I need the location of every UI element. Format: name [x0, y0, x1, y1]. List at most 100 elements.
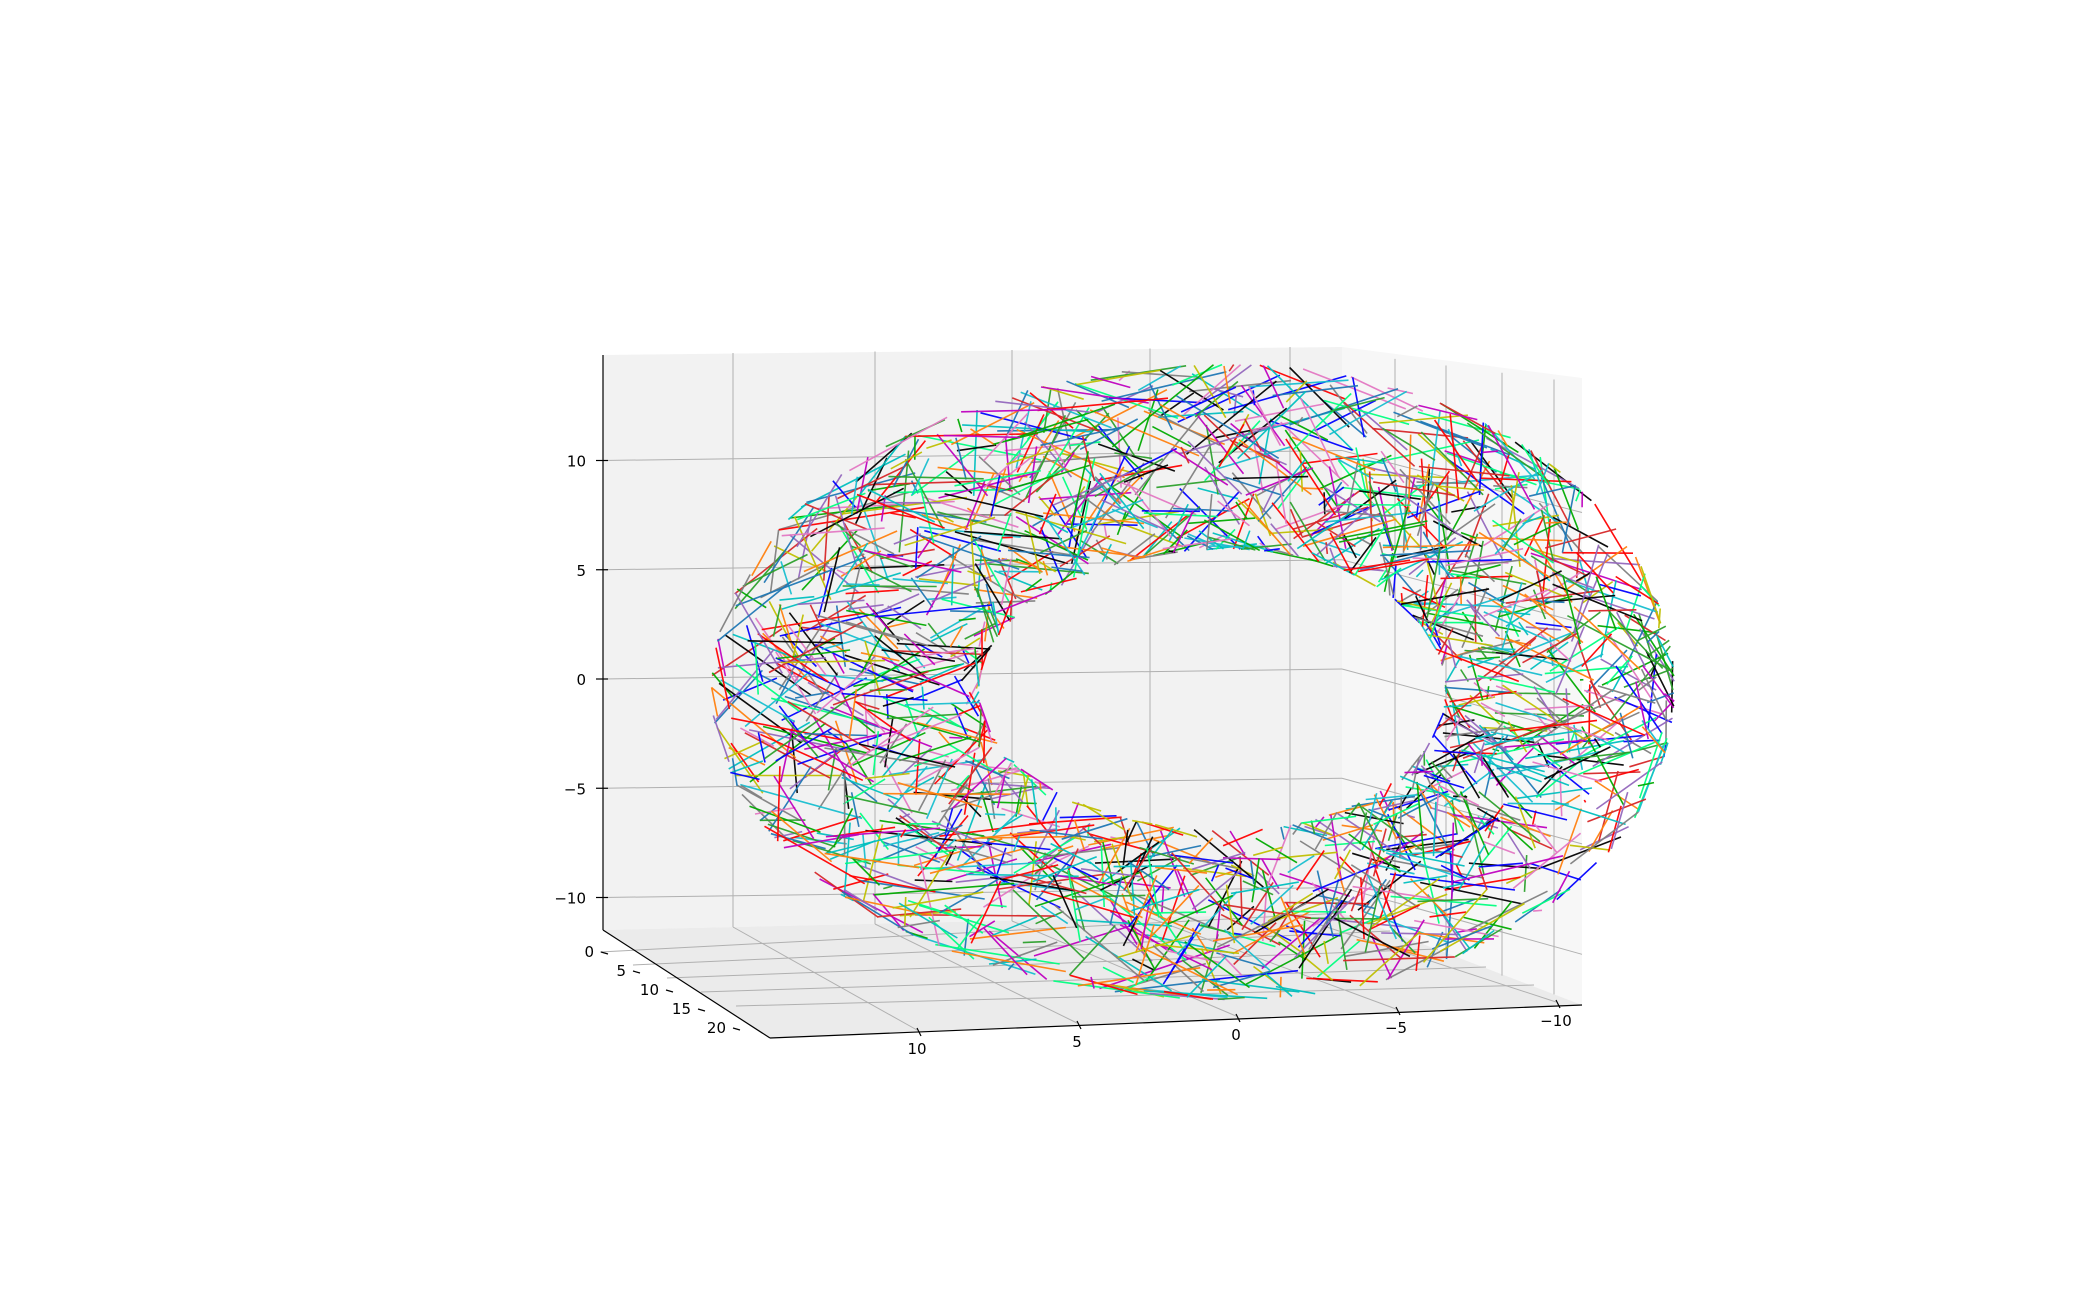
mesh-edge: [1153, 911, 1207, 914]
mesh-edge: [792, 614, 804, 659]
mesh-edge: [921, 513, 969, 530]
mesh-edge: [1029, 829, 1103, 840]
mesh-edge: [1333, 849, 1352, 880]
mesh-edge: [958, 617, 976, 622]
mesh-edge: [892, 891, 984, 909]
mesh-edge: [1468, 581, 1505, 604]
mesh-edge: [899, 814, 953, 855]
mesh-edge: [974, 563, 1010, 621]
mesh-edge: [873, 824, 963, 864]
mesh-edge: [957, 914, 984, 949]
mesh-edge: [1070, 451, 1089, 529]
mesh-edge: [1394, 598, 1421, 624]
mesh-edge: [1507, 802, 1569, 805]
mesh-edge: [1259, 364, 1346, 400]
mesh-edge: [1140, 844, 1202, 860]
mesh-edge: [1640, 668, 1667, 721]
mesh-edge: [710, 687, 719, 717]
mesh-edge: [1440, 864, 1470, 881]
mesh-edge: [1387, 572, 1391, 596]
mesh-edge: [1302, 821, 1333, 836]
mesh-edge: [1512, 832, 1582, 890]
mesh-edge: [971, 840, 1051, 851]
mesh-edge: [1581, 633, 1613, 668]
mesh-edge: [825, 827, 941, 838]
mesh-edge: [1046, 519, 1086, 576]
x-tick-label: 5: [1072, 1033, 1082, 1051]
mesh-edge: [1357, 802, 1385, 853]
mesh-edge: [904, 458, 944, 529]
mesh-edge: [958, 704, 981, 715]
mesh-edge: [934, 808, 963, 858]
mesh-edge: [903, 633, 936, 666]
mesh-edge: [1102, 842, 1114, 885]
mesh-edge: [1289, 366, 1350, 428]
mesh-edge: [1330, 814, 1343, 884]
mesh-edge: [1017, 774, 1030, 815]
gridline-back-horizontal: [602, 450, 1343, 461]
mesh-edge: [1075, 369, 1162, 386]
mesh-edge: [1324, 527, 1380, 565]
mesh-edge: [1035, 854, 1075, 901]
mesh-edge: [959, 783, 968, 795]
mesh-edge: [957, 418, 963, 433]
mesh-edge: [1346, 802, 1360, 820]
mesh-edge: [1343, 559, 1411, 572]
mesh-edge: [783, 833, 859, 849]
mesh-edge: [1635, 681, 1649, 740]
mesh-edge: [1439, 902, 1525, 953]
mesh-edge: [1325, 542, 1329, 554]
mesh-edge: [1315, 894, 1376, 910]
z-tick-label: 10: [567, 453, 586, 471]
mesh-edge: [1349, 914, 1403, 960]
mesh-edge: [1401, 604, 1480, 618]
mesh-edge: [1625, 573, 1646, 630]
mesh-edge: [812, 715, 852, 779]
mesh-edge: [1025, 512, 1041, 575]
mesh-edge: [719, 574, 751, 633]
mesh-edge: [1444, 684, 1461, 720]
mesh-edge: [787, 624, 827, 676]
mesh-edge: [1212, 970, 1271, 989]
mesh-edge: [1080, 457, 1096, 513]
mesh-edge: [1357, 860, 1422, 911]
y-tick-label: 5: [616, 962, 626, 980]
mesh-edge: [1344, 811, 1404, 825]
mesh-edge: [1072, 498, 1090, 578]
mesh-edge: [867, 488, 936, 523]
mesh-edge: [854, 700, 880, 710]
mesh-edge: [735, 556, 866, 607]
mesh-edge: [1034, 514, 1069, 534]
mesh-edge: [950, 702, 989, 729]
mesh-edge: [1414, 616, 1484, 637]
mesh-edge: [1433, 503, 1496, 548]
mesh-edge: [1404, 770, 1434, 774]
mesh-edge: [833, 676, 855, 718]
mesh-edge: [883, 885, 893, 890]
mesh-edge: [1283, 825, 1328, 837]
mesh-edge: [1301, 815, 1357, 824]
mesh-edge: [1261, 484, 1277, 514]
mesh-edge: [1014, 824, 1095, 838]
mesh-edge: [1170, 854, 1234, 864]
mesh-edge: [771, 697, 864, 722]
mesh-edge: [1482, 503, 1550, 547]
mesh-edge: [1218, 423, 1245, 468]
mesh-edge: [1314, 520, 1356, 548]
mesh-edge: [832, 808, 854, 848]
mesh-edge: [1299, 450, 1304, 492]
mesh-edge: [1442, 915, 1468, 953]
mesh-edge: [1242, 530, 1251, 550]
mesh-edge: [1433, 419, 1479, 483]
mesh-edge: [1429, 911, 1467, 918]
mesh-edge: [1275, 462, 1287, 524]
mesh-edge: [1134, 413, 1202, 496]
mesh-edge: [1504, 739, 1586, 748]
mesh-edge: [1186, 955, 1227, 998]
mesh-edge: [1562, 697, 1646, 737]
mesh-edge: [844, 849, 957, 865]
mesh-edge: [1207, 536, 1256, 551]
mesh-edge: [760, 733, 864, 782]
mesh-edge: [775, 727, 833, 762]
mesh-edge: [1285, 438, 1337, 516]
